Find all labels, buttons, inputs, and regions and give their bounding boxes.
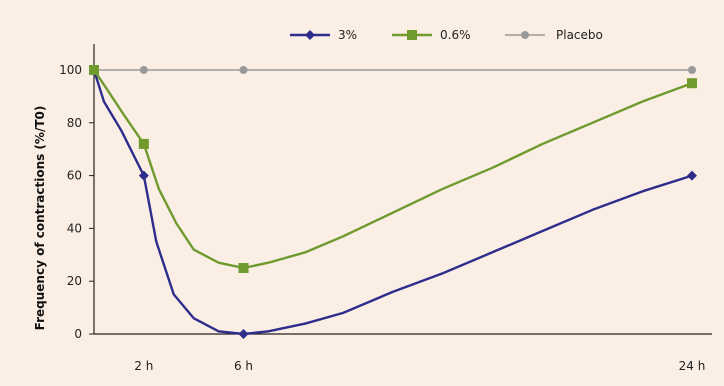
legend-marker-placebo xyxy=(521,31,529,39)
y-tick-label: 0 xyxy=(74,327,82,341)
data-point-3 xyxy=(687,170,697,181)
data-point-placebo xyxy=(688,66,696,74)
legend-label-0-6: 0.6% xyxy=(440,28,471,42)
legend-marker-3 xyxy=(305,30,315,40)
legend: 3% 0.6% Placebo xyxy=(290,28,603,42)
x-tick-label: 2 h xyxy=(134,359,153,373)
data-point-3 xyxy=(138,170,149,181)
data-point-placebo xyxy=(239,66,248,74)
y-axis-title: Frequency of contractions (%/T0) xyxy=(33,106,47,331)
x-tick-label: 6 h xyxy=(234,359,253,373)
data-point-placebo xyxy=(139,66,148,74)
legend-label-3: 3% xyxy=(338,28,357,42)
y-tick-label: 100 xyxy=(59,63,82,77)
series-lines xyxy=(89,65,697,339)
x-tick-label: 24 h xyxy=(679,359,706,373)
y-tick-label: 80 xyxy=(67,116,82,130)
data-point-0-6 xyxy=(238,263,249,273)
y-tick-label: 20 xyxy=(67,274,82,288)
y-tick-label: 40 xyxy=(67,221,82,235)
axes: 0 20 40 60 80 100 2 h 6 h 24 h xyxy=(59,44,712,373)
data-point-0-6 xyxy=(687,78,697,89)
legend-marker-0-6 xyxy=(407,30,417,40)
legend-label-placebo: Placebo xyxy=(556,28,603,42)
data-point-3 xyxy=(238,329,249,339)
data-point-0-6 xyxy=(138,138,149,149)
data-point-0-6 xyxy=(89,65,99,75)
y-tick-label: 60 xyxy=(67,169,82,183)
